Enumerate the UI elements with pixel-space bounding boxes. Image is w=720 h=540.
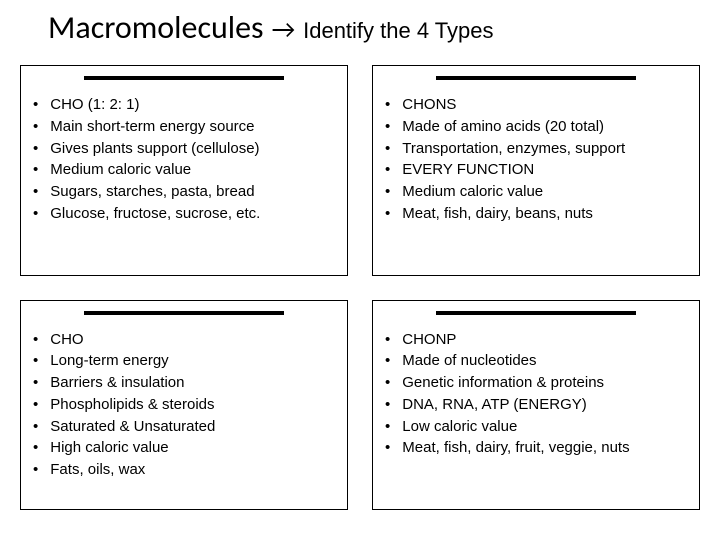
- bullet-list: CHONS Made of amino acids (20 total) Tra…: [383, 94, 689, 225]
- list-item: Barriers & insulation: [31, 372, 337, 394]
- item-text: Barriers & insulation: [50, 372, 184, 394]
- item-text: Made of amino acids (20 total): [402, 116, 604, 138]
- list-item: Phospholipids & steroids: [31, 394, 337, 416]
- list-item: Glucose, fructose, sucrose, etc.: [31, 203, 337, 225]
- item-text: Glucose, fructose, sucrose, etc.: [50, 203, 260, 225]
- title-sub: Identify the 4 Types: [303, 18, 493, 44]
- item-text: EVERY FUNCTION: [402, 159, 534, 181]
- list-item: EVERY FUNCTION: [383, 159, 689, 181]
- list-item: Genetic information & proteins: [383, 372, 689, 394]
- blank-label-line: [436, 76, 636, 80]
- item-text: Made of nucleotides: [402, 350, 536, 372]
- list-item: CHONP: [383, 329, 689, 351]
- item-text: Meat, fish, dairy, fruit, veggie, nuts: [402, 437, 629, 459]
- item-text: DNA, RNA, ATP (ENERGY): [402, 394, 586, 416]
- item-text: Medium caloric value: [50, 159, 191, 181]
- item-text: Fats, oils, wax: [50, 459, 145, 481]
- title-main: Macromolecules: [48, 8, 264, 47]
- arrow-icon: →: [272, 13, 296, 45]
- item-text: Gives plants support (cellulose): [50, 138, 259, 160]
- list-item: High caloric value: [31, 437, 337, 459]
- list-item: CHO: [31, 329, 337, 351]
- item-text: Genetic information & proteins: [402, 372, 604, 394]
- list-item: CHO (1: 2: 1): [31, 94, 337, 116]
- item-text: Meat, fish, dairy, beans, nuts: [402, 203, 593, 225]
- list-item: Long-term energy: [31, 350, 337, 372]
- item-text: CHONS: [402, 94, 456, 116]
- list-item: Saturated & Unsaturated: [31, 416, 337, 438]
- list-item: Gives plants support (cellulose): [31, 138, 337, 160]
- list-item: Medium caloric value: [31, 159, 337, 181]
- list-item: CHONS: [383, 94, 689, 116]
- list-item: Transportation, enzymes, support: [383, 138, 689, 160]
- item-text: High caloric value: [50, 437, 168, 459]
- bullet-list: CHONP Made of nucleotides Genetic inform…: [383, 329, 689, 460]
- blank-label-line: [84, 311, 284, 315]
- blank-label-line: [84, 76, 284, 80]
- item-text: Saturated & Unsaturated: [50, 416, 215, 438]
- box-top-left: CHO (1: 2: 1) Main short-term energy sou…: [20, 65, 348, 276]
- item-text: Main short-term energy source: [50, 116, 254, 138]
- page-title: Macromolecules → Identify the 4 Types: [20, 8, 700, 47]
- bullet-list: CHO Long-term energy Barriers & insulati…: [31, 329, 337, 481]
- list-item: Main short-term energy source: [31, 116, 337, 138]
- item-text: CHONP: [402, 329, 456, 351]
- item-text: Sugars, starches, pasta, bread: [50, 181, 254, 203]
- box-top-right: CHONS Made of amino acids (20 total) Tra…: [372, 65, 700, 276]
- box-bottom-right: CHONP Made of nucleotides Genetic inform…: [372, 300, 700, 511]
- item-text: Transportation, enzymes, support: [402, 138, 625, 160]
- item-text: Phospholipids & steroids: [50, 394, 214, 416]
- list-item: Sugars, starches, pasta, bread: [31, 181, 337, 203]
- bullet-list: CHO (1: 2: 1) Main short-term energy sou…: [31, 94, 337, 225]
- list-item: Meat, fish, dairy, fruit, veggie, nuts: [383, 437, 689, 459]
- blank-label-line: [436, 311, 636, 315]
- list-item: Medium caloric value: [383, 181, 689, 203]
- box-bottom-left: CHO Long-term energy Barriers & insulati…: [20, 300, 348, 511]
- item-text: Long-term energy: [50, 350, 168, 372]
- list-item: Fats, oils, wax: [31, 459, 337, 481]
- item-text: CHO (1: 2: 1): [50, 94, 139, 116]
- list-item: Made of amino acids (20 total): [383, 116, 689, 138]
- list-item: DNA, RNA, ATP (ENERGY): [383, 394, 689, 416]
- item-text: Medium caloric value: [402, 181, 543, 203]
- content-grid: CHO (1: 2: 1) Main short-term energy sou…: [20, 65, 700, 510]
- list-item: Low caloric value: [383, 416, 689, 438]
- list-item: Made of nucleotides: [383, 350, 689, 372]
- list-item: Meat, fish, dairy, beans, nuts: [383, 203, 689, 225]
- item-text: CHO: [50, 329, 83, 351]
- item-text: Low caloric value: [402, 416, 517, 438]
